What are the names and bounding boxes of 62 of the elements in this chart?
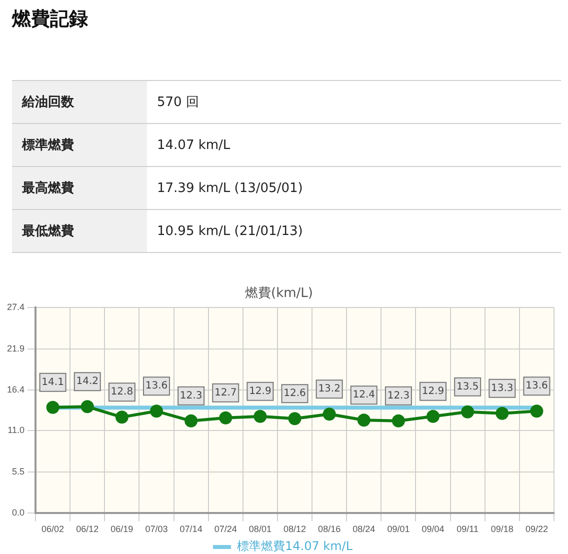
data-label: 12.3	[180, 390, 202, 402]
text: 最低燃費	[12, 210, 147, 252]
x-tick-label: 08/01	[248, 524, 272, 534]
point	[80, 400, 94, 414]
point	[115, 410, 128, 424]
data-label: 12.9	[422, 386, 444, 397]
data-label: 13.5	[456, 381, 479, 392]
x-tick-label: 09/22	[525, 524, 548, 534]
text: 10.95 km/L (21/01/13)	[147, 210, 561, 252]
y-tick-label: 0.0	[12, 508, 25, 518]
text: 最高燃費	[12, 166, 147, 210]
point	[426, 410, 440, 423]
x-tick-label: 06/12	[76, 524, 99, 534]
text: 14.07 km/L	[147, 124, 561, 166]
x-tick-label: 08/12	[283, 524, 306, 534]
chart-title: 燃費(km/L)	[245, 286, 313, 302]
x-tick-label: 06/19	[110, 524, 134, 534]
x-tick-label: 07/14	[180, 524, 202, 534]
point	[322, 408, 336, 421]
point	[150, 404, 163, 418]
data-label: 14.1	[42, 376, 64, 388]
y-tick-label: 16.4	[6, 384, 25, 395]
point	[184, 414, 198, 428]
data-label: 12.4	[352, 390, 376, 401]
x-tick-label: 07/03	[145, 524, 168, 534]
text: 燃費記録	[12, 7, 88, 32]
data-label: 12.6	[284, 388, 306, 400]
x-tick-label: 09/11	[456, 524, 479, 534]
point	[219, 411, 232, 424]
text: 標準燃費	[12, 124, 147, 166]
point	[254, 410, 267, 423]
y-tick-label: 21.9	[6, 343, 25, 354]
point	[530, 404, 544, 418]
x-tick-label: 08/24	[352, 524, 376, 534]
point	[392, 414, 405, 428]
x-tick-label: 09/04	[422, 524, 444, 534]
y-tick-label: 5.5	[12, 466, 25, 476]
point	[288, 412, 302, 426]
y-tick-label: 27.4	[6, 302, 25, 312]
data-label: 13.6	[145, 380, 168, 392]
data-label: 13.3	[491, 382, 514, 394]
data-label: 14.2	[76, 376, 98, 388]
data-label: 13.2	[318, 384, 340, 395]
y-tick-label: 11.0	[8, 425, 25, 436]
data-label: 13.6	[526, 380, 548, 392]
data-label: 12.3	[387, 390, 410, 402]
x-tick-label: 08/16	[318, 524, 341, 534]
point	[461, 405, 474, 418]
legend-label: 標準燃費14.07 km/L	[236, 539, 353, 554]
text: 570 回	[147, 80, 561, 124]
x-tick-label: 07/24	[214, 524, 237, 534]
point	[46, 400, 60, 414]
point	[357, 414, 370, 427]
x-tick-label: 09/01	[387, 524, 410, 534]
x-tick-label: 06/02	[42, 524, 64, 534]
text: 給油回数	[12, 80, 147, 124]
data-label: 12.9	[249, 386, 272, 397]
data-label: 12.7	[214, 387, 237, 398]
data-label: 12.8	[110, 386, 134, 398]
point	[496, 406, 509, 420]
x-tick-label: 09/18	[490, 524, 514, 534]
text: 17.39 km/L (13/05/01)	[147, 166, 561, 210]
